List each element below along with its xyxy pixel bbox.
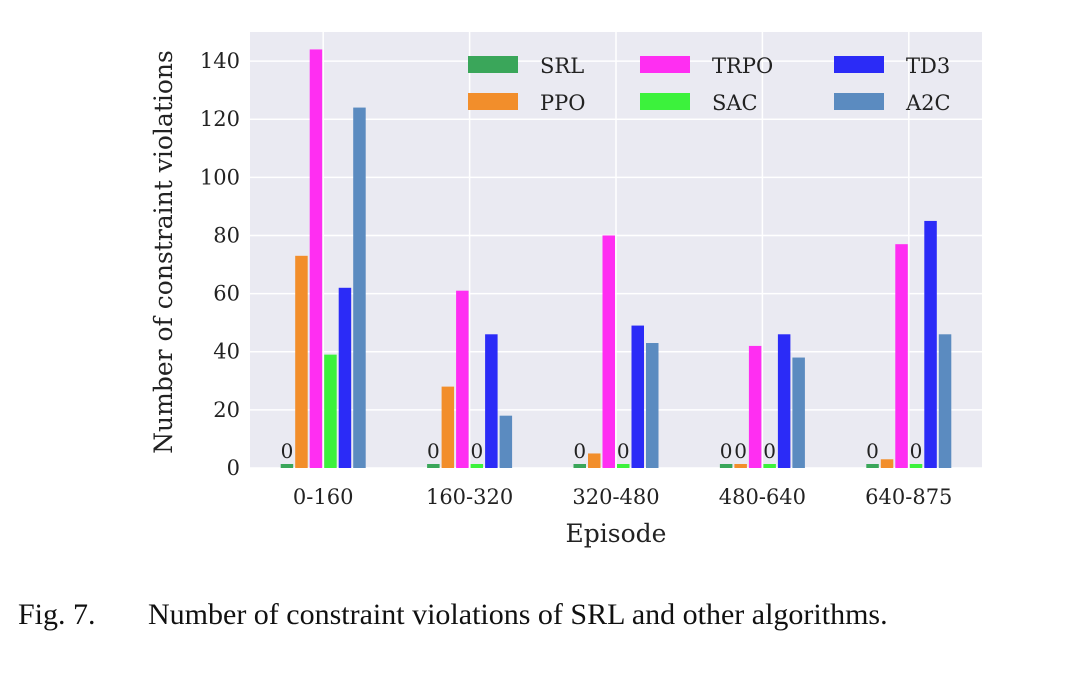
legend-swatch-sac <box>640 93 690 110</box>
bar-a2c-0-160 <box>353 107 366 468</box>
y-tick-label: 120 <box>200 107 240 131</box>
y-tick-label: 0 <box>227 456 240 480</box>
bar-srl-0-160 <box>280 464 294 468</box>
legend-swatch-td3 <box>834 56 884 73</box>
bar-trpo-480-640 <box>748 345 762 468</box>
bars <box>280 49 952 468</box>
legend-label-srl: SRL <box>540 54 584 78</box>
x-tick-label: 320-480 <box>572 485 659 509</box>
legend-swatch-ppo <box>468 93 518 110</box>
gridlines <box>250 32 982 469</box>
bar-a2c-480-640 <box>792 357 805 468</box>
x-axis-title: Episode <box>566 519 667 548</box>
caption-label: Fig. 7. <box>18 598 96 631</box>
bar-td3-320-480 <box>631 325 644 468</box>
zero-data-label: 0 <box>866 439 879 463</box>
zero-data-label: 0 <box>470 439 483 463</box>
bar-sac-160-320 <box>470 464 484 468</box>
bar-ppo-480-640 <box>734 464 747 468</box>
bar-srl-160-320 <box>427 464 440 468</box>
zero-data-label: 0 <box>763 439 776 463</box>
legend-label-a2c: A2C <box>905 91 951 115</box>
y-tick-label: 40 <box>213 340 240 364</box>
zero-data-label: 0 <box>573 439 586 463</box>
y-tick-label: 80 <box>213 223 240 247</box>
bar-a2c-640-875 <box>938 334 952 468</box>
legend-swatch-a2c <box>834 93 884 110</box>
figure-caption: Fig. 7. Number of constraint violations o… <box>18 598 1058 632</box>
legend-swatch-srl <box>468 56 518 73</box>
bar-trpo-160-320 <box>456 290 469 468</box>
bar-trpo-640-875 <box>895 244 908 468</box>
bar-ppo-640-875 <box>880 459 894 468</box>
bar-td3-480-640 <box>777 334 791 468</box>
zero-data-label: 0 <box>281 439 294 463</box>
bar-sac-0-160 <box>324 354 337 468</box>
caption-text: Number of constraint violations of SRL a… <box>148 598 888 631</box>
zero-data-label: 0 <box>617 439 630 463</box>
zero-data-label: 0 <box>734 439 747 463</box>
y-tick-label: 20 <box>213 398 240 422</box>
x-tick-label: 480-640 <box>719 485 806 509</box>
bar-td3-0-160 <box>338 287 352 468</box>
zero-data-label: 0 <box>427 439 440 463</box>
legend-swatch-trpo <box>640 56 690 73</box>
bar-a2c-160-320 <box>499 415 513 468</box>
x-tick-label: 640-875 <box>865 485 952 509</box>
y-tick-label: 140 <box>200 49 240 73</box>
legend-label-sac: SAC <box>712 91 758 115</box>
y-tick-label: 60 <box>213 282 240 306</box>
zero-data-label: 0 <box>720 439 733 463</box>
bar-ppo-0-160 <box>295 255 308 468</box>
bar-ppo-320-480 <box>588 453 601 468</box>
zero-data-label: 0 <box>910 439 923 463</box>
x-tick-label: 0-160 <box>293 485 354 509</box>
x-axis-ticks: 0-160 160-320 320-480 480-640 640-875 <box>293 485 953 509</box>
bar-trpo-0-160 <box>309 49 323 468</box>
bar-trpo-320-480 <box>602 235 615 468</box>
bar-a2c-320-480 <box>646 343 659 468</box>
y-tick-label: 100 <box>200 165 240 189</box>
bar-srl-480-640 <box>719 464 733 468</box>
legend-label-ppo: PPO <box>540 91 585 115</box>
y-axis-ticks: 0 20 40 60 80 100 120 140 <box>200 49 240 480</box>
legend-label-td3: TD3 <box>906 54 950 78</box>
legend-label-trpo: TRPO <box>712 54 773 78</box>
bar-td3-160-320 <box>485 334 498 468</box>
y-axis-title: Number of constraint violations <box>149 50 178 454</box>
bar-ppo-160-320 <box>441 386 455 468</box>
bar-srl-320-480 <box>573 464 586 468</box>
bar-sac-640-875 <box>909 464 923 468</box>
bar-td3-640-875 <box>924 220 937 468</box>
x-tick-label: 160-320 <box>426 485 513 509</box>
bar-srl-640-875 <box>866 464 879 468</box>
legend: SRL PPO TRPO SAC TD3 A2C <box>468 54 951 115</box>
bar-sac-320-480 <box>617 464 630 468</box>
bar-sac-480-640 <box>763 464 776 468</box>
